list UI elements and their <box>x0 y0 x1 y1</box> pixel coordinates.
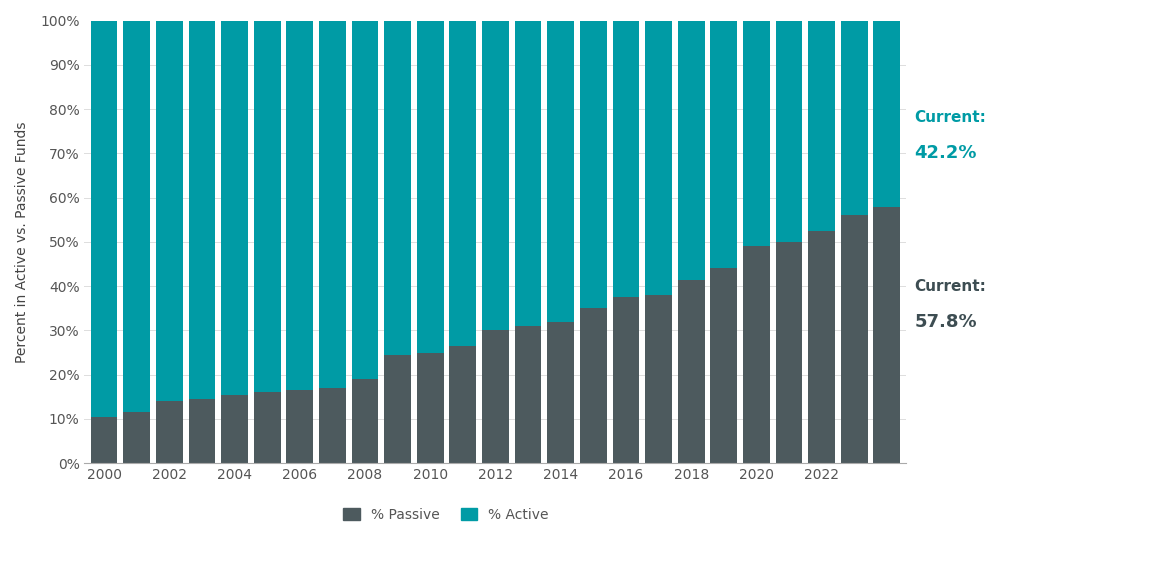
Bar <box>417 21 444 353</box>
Bar <box>711 21 737 268</box>
Bar <box>482 21 509 331</box>
Bar <box>873 207 900 463</box>
Bar <box>711 268 737 463</box>
Bar <box>385 355 411 463</box>
Bar <box>385 21 411 355</box>
Bar <box>189 21 215 399</box>
Bar <box>351 379 378 463</box>
Bar <box>841 215 867 463</box>
Bar <box>156 401 183 463</box>
Text: Current:: Current: <box>915 279 986 294</box>
Bar <box>189 399 215 463</box>
Bar <box>743 21 770 246</box>
Bar <box>743 246 770 463</box>
Text: 42.2%: 42.2% <box>915 144 977 162</box>
Bar <box>319 388 346 463</box>
Bar <box>645 295 672 463</box>
Bar <box>579 308 607 463</box>
Bar <box>677 279 705 463</box>
Bar <box>515 21 541 326</box>
Bar <box>91 417 118 463</box>
Bar <box>547 321 574 463</box>
Bar <box>253 392 280 463</box>
Bar <box>613 297 639 463</box>
Bar <box>221 21 248 395</box>
Bar <box>287 21 313 390</box>
Text: 57.8%: 57.8% <box>915 313 977 331</box>
Bar <box>221 395 248 463</box>
Y-axis label: Percent in Active vs. Passive Funds: Percent in Active vs. Passive Funds <box>15 121 29 362</box>
Bar <box>91 21 118 417</box>
Bar <box>809 21 835 231</box>
Bar <box>482 331 509 463</box>
Bar <box>677 21 705 279</box>
Bar <box>645 21 672 295</box>
Bar <box>253 21 280 392</box>
Bar <box>351 21 378 379</box>
Bar <box>515 326 541 463</box>
Bar <box>449 346 476 463</box>
Bar <box>156 21 183 401</box>
Bar <box>873 21 900 207</box>
Bar <box>449 21 476 346</box>
Bar <box>775 21 803 242</box>
Bar <box>123 21 150 413</box>
Bar <box>287 390 313 463</box>
Bar <box>123 413 150 463</box>
Bar <box>841 21 867 215</box>
Bar <box>809 231 835 463</box>
Bar <box>613 21 639 297</box>
Bar <box>775 242 803 463</box>
Bar <box>417 353 444 463</box>
Legend: % Passive, % Active: % Passive, % Active <box>338 502 554 527</box>
Bar <box>547 21 574 321</box>
Text: Current:: Current: <box>915 110 986 125</box>
Bar <box>319 21 346 388</box>
Bar <box>579 21 607 308</box>
